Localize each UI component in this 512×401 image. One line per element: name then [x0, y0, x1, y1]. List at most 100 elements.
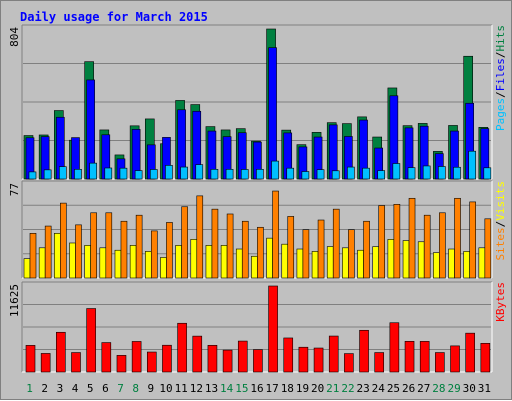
- day-label-19: 19: [296, 382, 309, 395]
- day-label-5: 5: [87, 382, 94, 395]
- bar-sites-day-31: [484, 218, 492, 279]
- bar-kbytes-day-23: [359, 329, 369, 373]
- day-label-26: 26: [402, 382, 415, 395]
- bar-sites-day-29: [454, 197, 461, 279]
- panel-hits_files_pages-ymax-label: 804: [8, 27, 21, 47]
- legend-visits: Visits: [494, 181, 507, 221]
- bar-visits-day-13: [205, 245, 213, 279]
- bar-sites-day-7: [120, 220, 128, 279]
- bar-sites-day-3: [60, 202, 67, 279]
- bar-visits-day-2: [38, 247, 46, 279]
- bar-sites-day-18: [287, 216, 295, 279]
- bar-kbytes-day-6: [101, 342, 112, 373]
- day-label-21: 21: [326, 382, 339, 395]
- bar-pages-day-25: [392, 163, 401, 180]
- bar-pages-day-8: [134, 170, 143, 180]
- bar-visits-day-10: [160, 257, 167, 279]
- bar-sites-day-6: [105, 212, 113, 279]
- legend-separator: /: [494, 91, 507, 98]
- bar-kbytes-day-8: [131, 341, 142, 373]
- bar-sites-day-30: [469, 201, 476, 279]
- bar-sites-day-12: [196, 195, 204, 279]
- bar-visits-day-3: [54, 233, 61, 279]
- legend-pages: Pages: [494, 98, 507, 131]
- bar-visits-day-15: [235, 248, 243, 279]
- bar-kbytes-day-22: [344, 353, 354, 373]
- bar-visits-day-31: [478, 247, 486, 279]
- bar-pages-day-7: [119, 167, 128, 180]
- day-label-7: 7: [117, 382, 124, 395]
- bar-visits-day-28: [433, 252, 440, 279]
- bar-kbytes-day-26: [404, 340, 415, 373]
- legend-sites: Sites: [494, 227, 507, 260]
- bar-pages-day-18: [286, 167, 295, 180]
- bar-pages-day-6: [104, 167, 113, 180]
- bar-pages-day-13: [210, 168, 219, 180]
- bar-pages-day-21: [331, 170, 340, 180]
- bar-kbytes-day-30: [465, 332, 475, 373]
- bar-kbytes-day-31: [480, 342, 491, 373]
- bar-kbytes-day-12: [192, 335, 203, 373]
- bar-visits-day-14: [220, 245, 228, 279]
- bar-sites-day-1: [29, 233, 37, 279]
- day-label-15: 15: [235, 382, 248, 395]
- bar-pages-day-5: [89, 162, 97, 180]
- bar-kbytes-day-14: [222, 349, 233, 373]
- day-label-9: 9: [148, 382, 155, 395]
- bar-visits-day-23: [357, 249, 364, 279]
- legend-separator: /: [494, 221, 507, 228]
- bar-sites-day-28: [439, 212, 446, 279]
- legend-separator: /: [494, 52, 507, 59]
- bar-sites-day-17: [272, 190, 279, 279]
- day-label-4: 4: [72, 382, 79, 395]
- bar-visits-day-26: [402, 240, 410, 279]
- bar-sites-day-26: [408, 197, 416, 279]
- bar-kbytes-day-17: [268, 285, 278, 373]
- bar-visits-day-18: [281, 243, 289, 279]
- bar-visits-day-8: [129, 245, 137, 279]
- bar-pages-day-4: [74, 168, 82, 180]
- bar-pages-day-17: [271, 160, 279, 180]
- bar-pages-day-22: [347, 166, 355, 180]
- day-label-24: 24: [372, 382, 386, 395]
- bar-kbytes-day-3: [56, 331, 66, 373]
- bar-pages-day-16: [256, 168, 264, 180]
- bar-visits-day-19: [296, 248, 304, 279]
- chart-title: Daily usage for March 2015: [20, 10, 208, 24]
- day-label-14: 14: [220, 382, 234, 395]
- bar-sites-day-27: [423, 214, 431, 279]
- bar-visits-day-4: [69, 242, 76, 279]
- bar-pages-day-30: [468, 150, 476, 180]
- bar-kbytes-day-20: [313, 347, 324, 373]
- bar-visits-day-5: [84, 245, 91, 279]
- bar-sites-day-2: [44, 225, 52, 279]
- bar-pages-day-3: [59, 166, 67, 180]
- bar-sites-day-22: [348, 229, 355, 279]
- bar-pages-day-28: [438, 166, 446, 180]
- legend-files: Files: [494, 58, 507, 91]
- bar-visits-day-30: [463, 251, 470, 279]
- day-label-8: 8: [132, 382, 139, 395]
- bar-sites-day-5: [90, 212, 97, 279]
- bar-kbytes-day-28: [435, 352, 445, 373]
- bar-visits-day-27: [417, 241, 425, 279]
- bar-visits-day-17: [266, 237, 273, 279]
- bar-sites-day-15: [241, 220, 249, 279]
- bar-sites-day-21: [332, 208, 340, 279]
- bar-kbytes-day-1: [25, 345, 36, 373]
- bar-sites-day-20: [317, 219, 325, 279]
- day-label-16: 16: [250, 382, 263, 395]
- day-label-17: 17: [266, 382, 279, 395]
- day-label-6: 6: [102, 382, 109, 395]
- day-label-28: 28: [432, 382, 445, 395]
- bar-kbytes-day-24: [374, 352, 385, 373]
- bar-visits-day-21: [326, 246, 334, 279]
- day-label-1: 1: [26, 382, 33, 395]
- bar-visits-day-22: [342, 247, 349, 279]
- bar-visits-day-20: [311, 251, 319, 279]
- day-label-11: 11: [175, 382, 188, 395]
- bar-visits-day-11: [175, 245, 182, 279]
- bar-kbytes-day-27: [419, 341, 430, 373]
- legend-hits: Hits: [494, 25, 507, 52]
- day-label-2: 2: [41, 382, 48, 395]
